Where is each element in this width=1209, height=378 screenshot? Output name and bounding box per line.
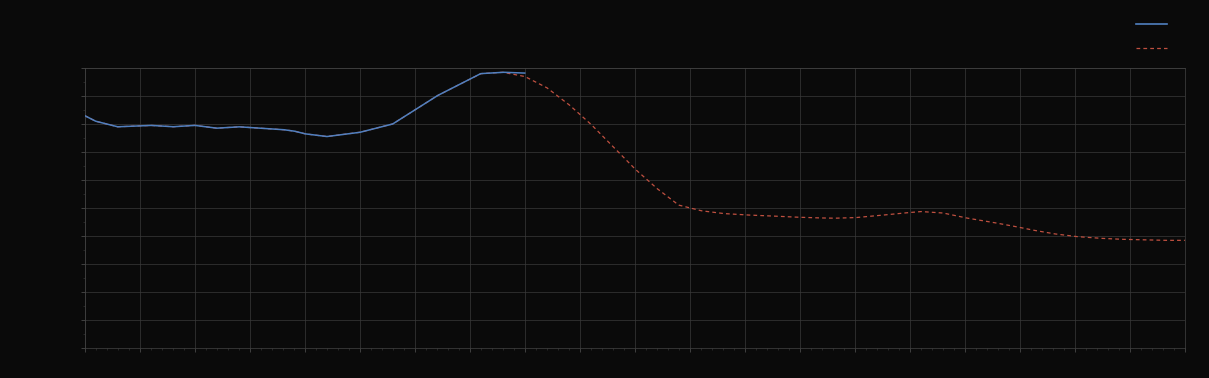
Legend: , : , — [1136, 18, 1178, 56]
